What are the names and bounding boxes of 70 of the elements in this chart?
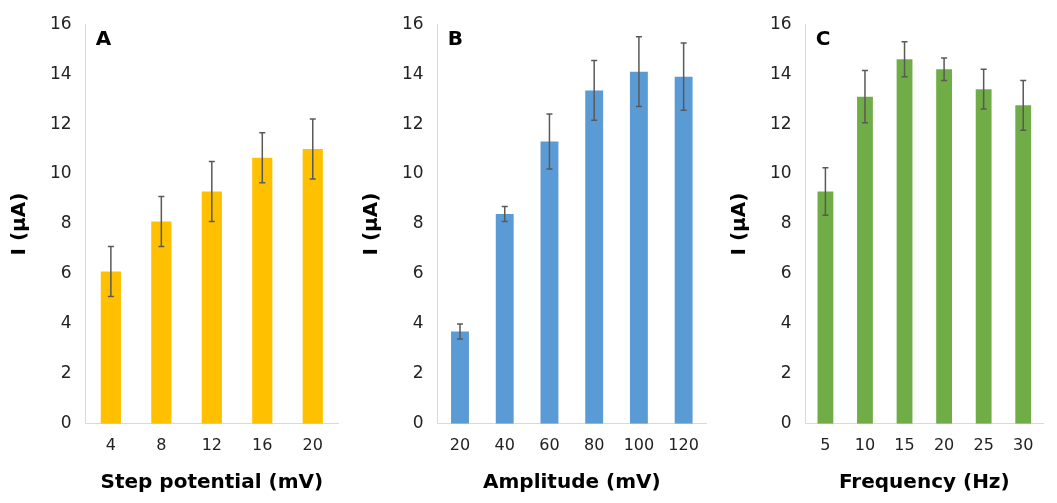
y-tick-label: 12 [49,112,72,133]
y-tick-label: 16 [49,12,72,33]
x-tick-label: 15 [894,434,915,454]
bar [1015,105,1032,424]
y-tick-label: 4 [780,312,792,333]
y-axis-title: I (µA) [6,192,31,256]
y-tick-label: 4 [412,312,424,333]
y-axis-title: I (µA) [726,192,751,256]
x-tick-label: 12 [201,434,222,454]
y-tick-label: 14 [49,62,72,83]
bar [302,149,323,424]
y-tick-label: 0 [60,412,72,433]
bar [451,331,469,424]
bar [201,191,222,424]
y-tick-label: 6 [60,262,72,283]
y-tick-label: 10 [401,162,424,183]
y-tick-label: 16 [401,12,424,33]
chart-title: A [95,26,112,51]
y-tick-label: 2 [412,362,424,383]
bar [151,221,172,424]
y-tick-label: 10 [769,162,792,183]
x-tick-label: 20 [449,434,471,454]
x-axis-title: Frequency (Hz) [838,469,1010,494]
y-tick-label: 4 [60,312,72,333]
bar [936,69,953,424]
y-tick-label: 8 [412,212,424,233]
y-tick-label: 8 [780,212,792,233]
x-tick-label: 30 [1013,434,1034,454]
y-tick-label: 14 [401,62,424,83]
x-tick-label: 20 [302,434,323,454]
x-tick-label: 8 [156,434,167,454]
y-tick-label: 2 [60,362,72,383]
bar [674,76,693,424]
chart-title: B [447,26,463,51]
y-tick-label: 0 [780,412,792,433]
x-tick-label: 120 [668,434,699,454]
x-axis-title: Step potential (mV) [100,469,324,494]
y-tick-label: 0 [412,412,424,433]
chart-title: C [815,26,831,51]
x-tick-label: 100 [623,434,655,454]
y-tick-label: 6 [412,262,424,283]
y-tick-label: 2 [780,362,792,383]
bar [896,59,913,424]
x-tick-label: 5 [820,434,831,454]
y-axis-title: I (µA) [358,192,383,256]
bar [857,96,873,424]
bar [975,89,992,424]
y-tick-label: 6 [780,262,792,283]
y-tick-label: 10 [49,162,72,183]
x-tick-label: 20 [933,434,955,454]
y-tick-label: 12 [769,112,792,133]
bar [495,214,514,424]
bar [252,157,273,424]
x-tick-label: 16 [252,434,273,454]
bar [817,191,834,424]
x-tick-label: 60 [539,434,560,454]
x-tick-label: 10 [854,434,876,454]
y-tick-label: 12 [401,112,424,133]
x-axis-title: Amplitude (mV) [483,469,661,494]
bar [585,90,604,424]
x-tick-label: 40 [494,434,515,454]
bar [629,71,648,424]
x-tick-label: 25 [973,434,994,454]
bar [100,271,121,424]
x-tick-label: 4 [105,434,116,454]
y-tick-label: 8 [60,212,72,233]
bar [540,141,559,424]
y-tick-label: 14 [769,62,792,83]
x-tick-label: 80 [584,434,605,454]
y-tick-label: 16 [769,12,792,33]
